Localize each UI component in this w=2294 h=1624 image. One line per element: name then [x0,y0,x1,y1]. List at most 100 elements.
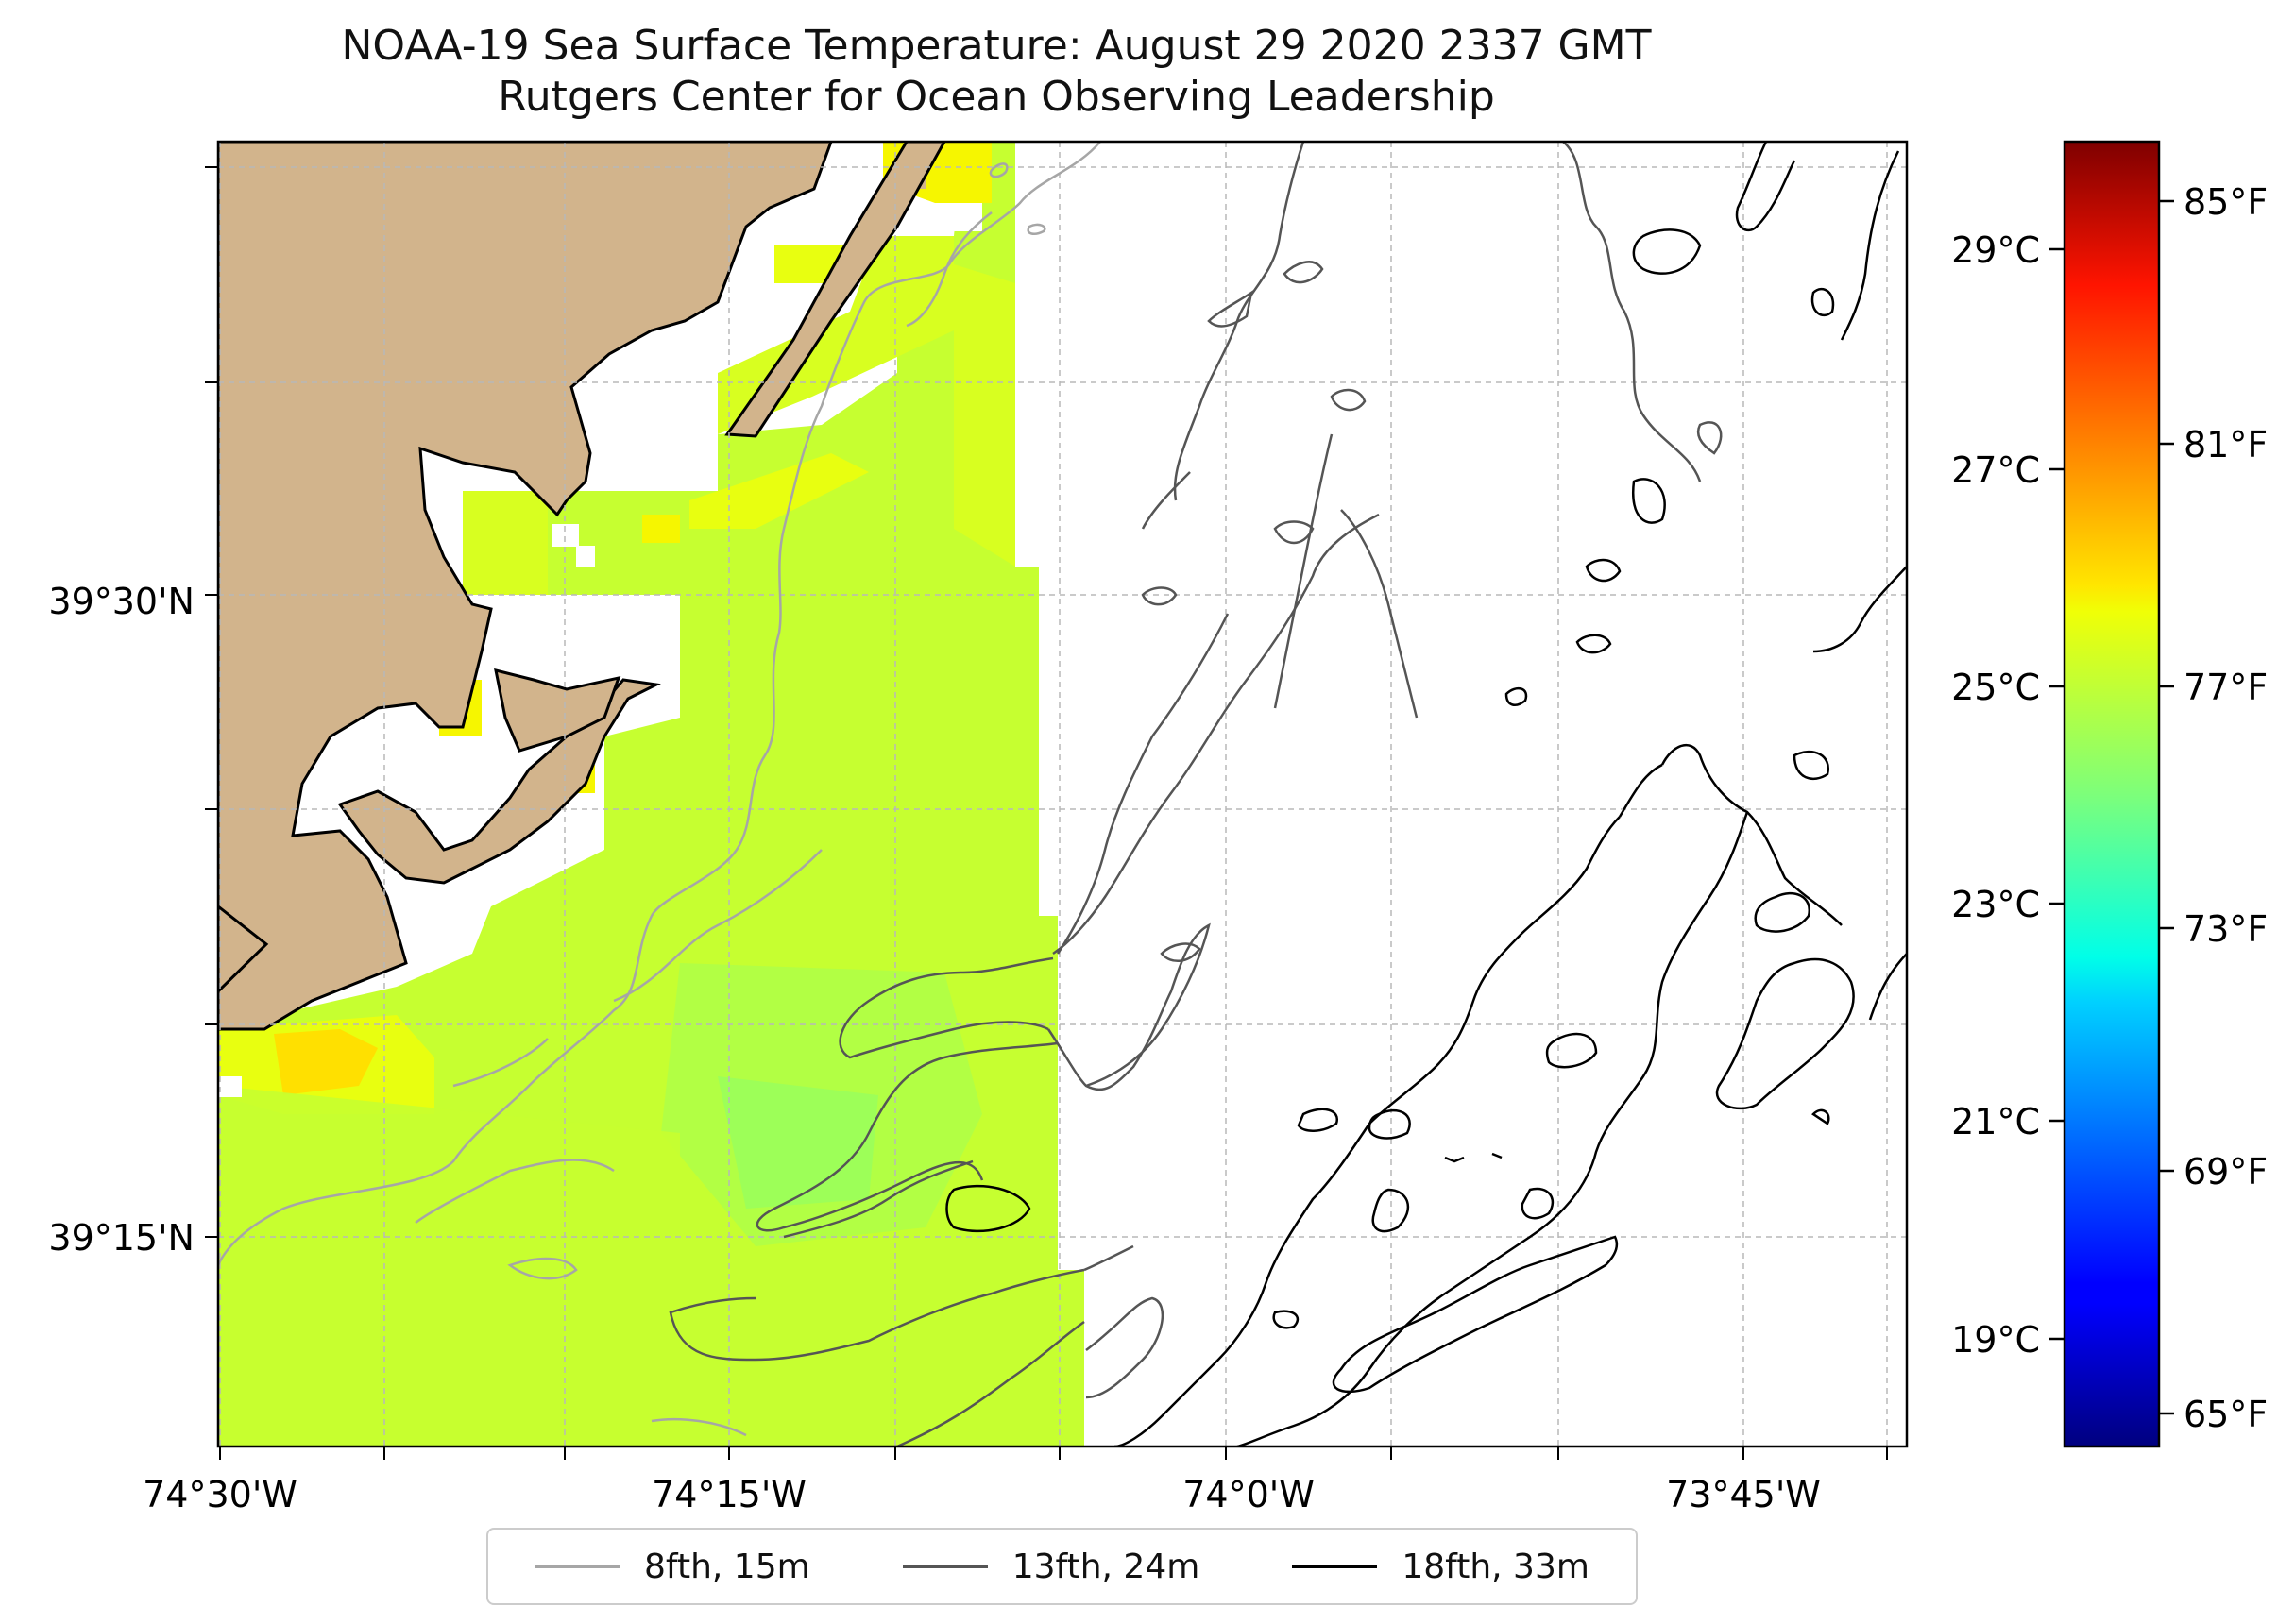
lon-tick-label: 74°0'W [1182,1474,1315,1515]
contour-8fth [218,142,1101,1437]
land-barrier-island [724,142,946,438]
colorbar-f-label: 85°F [2184,181,2268,223]
colorbar-f-label: 73°F [2184,908,2268,950]
legend-label: 18fth, 33m [1402,1547,1589,1586]
plot-frame [216,140,1909,1448]
contour-line [783,1159,974,1239]
contour-line [452,1038,549,1088]
contour-line [1283,261,1324,284]
sst-cell [274,1029,378,1095]
contour-line [1840,150,1900,341]
contour-line [1368,1108,1411,1140]
contour-line [507,1257,578,1280]
colorbar [2063,140,2161,1448]
legend-swatch-18fth [1292,1565,1378,1568]
sst-field [218,142,1084,1446]
contour-line [1545,1032,1598,1069]
legend-label: 8fth, 15m [644,1547,810,1586]
contour-line [1273,433,1334,709]
colorbar-f-label: 69°F [2184,1151,2268,1193]
contour-line [218,142,1101,1266]
land [218,142,946,1031]
contour-line [1083,1244,1134,1272]
contour-line [1052,513,1380,956]
contour-18fth [945,142,1907,1446]
contour-line [1585,558,1622,583]
sst-gap [218,1076,242,1097]
contour-line [756,1041,1059,1232]
sst-cell [718,1076,878,1209]
lat-tick-label: 39°30'N [48,581,195,622]
contour-line [1236,811,1749,1446]
legend-label: 13fth, 24m [1011,1547,1200,1586]
land-mainland [218,142,833,1031]
legend: 8fth, 15m 13fth, 24m 18fth, 33m [486,1528,1638,1605]
lon-tick-label: 74°15'W [652,1474,807,1515]
chart-title: NOAA-19 Sea Surface Temperature: August … [0,21,1993,123]
sst-cell [642,515,680,543]
sst-gap [576,546,595,567]
contour-line [1027,223,1046,235]
contour-line [1444,1152,1503,1163]
contour-line [1696,421,1723,455]
land-barrier-island [494,668,621,753]
contour-line [1272,1310,1300,1329]
contour-line [1562,142,1702,482]
contour-line [1793,750,1830,780]
contour-line [1868,953,1907,1021]
lon-tick-label: 74°30'W [143,1474,297,1515]
contour-line [1371,1188,1409,1233]
sst-gap [954,203,982,231]
sst-cell [218,1086,680,1446]
contour-line [1056,613,1230,955]
contour-line [1141,586,1178,606]
legend-entry-13fth: 13fth, 24m [902,1547,1200,1586]
sst-cell [954,264,1015,567]
colorbar-f-label: 77°F [2184,667,2268,708]
contour-line [1207,290,1253,328]
land-point [218,905,269,994]
colorbar-c-label: 23°C [1951,884,2040,925]
lon-tick-label: 73°45'W [1666,1474,1821,1515]
contour-line [1340,509,1419,719]
contour-line [896,1320,1085,1446]
colorbar-ticks [2049,199,2174,1415]
contour-line [1297,1108,1338,1132]
contour-13fth [669,142,1723,1446]
contour-line [1735,142,1796,232]
contour-line [1330,388,1367,412]
colorbar-c-label: 19°C [1951,1319,2040,1361]
contour-line [906,211,993,328]
contour-line [1141,471,1191,530]
sst-cell [463,491,548,595]
colorbar-c-label: 21°C [1951,1101,2040,1142]
contour-line [1810,287,1835,317]
contour-line [1332,1235,1619,1394]
contour-line [1521,1187,1555,1220]
contour-line [1575,634,1612,654]
legend-swatch-13fth [902,1565,988,1568]
contour-line [1715,957,1855,1110]
contour-line [989,162,1009,178]
contour-line [1632,228,1702,275]
contour-line [1160,942,1201,962]
contour-line [1812,566,1907,653]
colorbar-f-label: 81°F [2184,424,2268,465]
contour-line [651,1417,747,1437]
lat-tick-label: 39°15'N [48,1217,195,1259]
axis-ticks [205,166,1888,1460]
colorbar-c-label: 25°C [1951,667,2040,708]
contour-line [415,1159,615,1225]
contour-line [1811,1108,1830,1125]
legend-entry-18fth: 18fth, 33m [1292,1548,1589,1586]
contour-line [613,849,823,1003]
contour-line [1085,1296,1164,1399]
contour-line [1504,686,1528,706]
contour-line [669,1268,1085,1362]
colorbar-f-label: 65°F [2184,1394,2268,1435]
sst-cell [689,453,869,529]
colorbar-c-label: 27°C [1951,449,2040,491]
title-line-1: NOAA-19 Sea Surface Temperature: August … [341,22,1652,70]
legend-entry-8fth: 8fth, 15m [535,1548,810,1586]
